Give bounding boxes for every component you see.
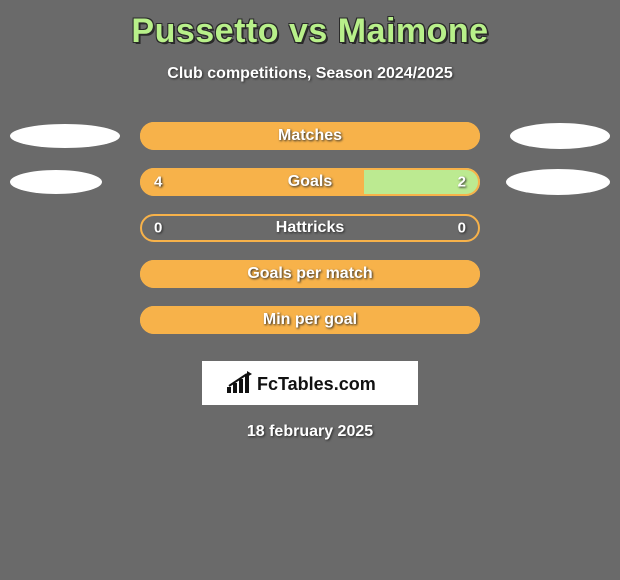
stat-bar-track (140, 122, 480, 150)
comparison-chart: Matches42Goals00HattricksGoals per match… (0, 113, 620, 343)
stat-row: Min per goal (0, 297, 620, 343)
stat-bar-track (140, 168, 480, 196)
stat-bar-right-fill (364, 168, 480, 196)
stat-bar-track (140, 306, 480, 334)
left-value-ellipse (10, 124, 120, 148)
branding-logo: FcTables.com (202, 361, 418, 405)
stat-bar-track (140, 214, 480, 242)
branding-text: FcTables.com (257, 374, 376, 394)
stat-bar-left-fill (140, 168, 364, 196)
stat-row: Goals per match (0, 251, 620, 297)
right-value-ellipse (506, 169, 610, 195)
fctables-logo-icon: FcTables.com (225, 369, 395, 397)
stat-bar-track (140, 260, 480, 288)
stat-row: 00Hattricks (0, 205, 620, 251)
stat-bar-left-fill (140, 260, 480, 288)
stat-row: 42Goals (0, 159, 620, 205)
stat-row: Matches (0, 113, 620, 159)
stat-bar-left-fill (140, 122, 480, 150)
stat-bar-left-fill (140, 306, 480, 334)
subtitle: Club competitions, Season 2024/2025 (167, 65, 452, 83)
page-title: Pussetto vs Maimone (131, 12, 488, 51)
left-value-ellipse (10, 170, 102, 194)
right-value-ellipse (510, 123, 610, 149)
date-line: 18 february 2025 (247, 423, 373, 441)
